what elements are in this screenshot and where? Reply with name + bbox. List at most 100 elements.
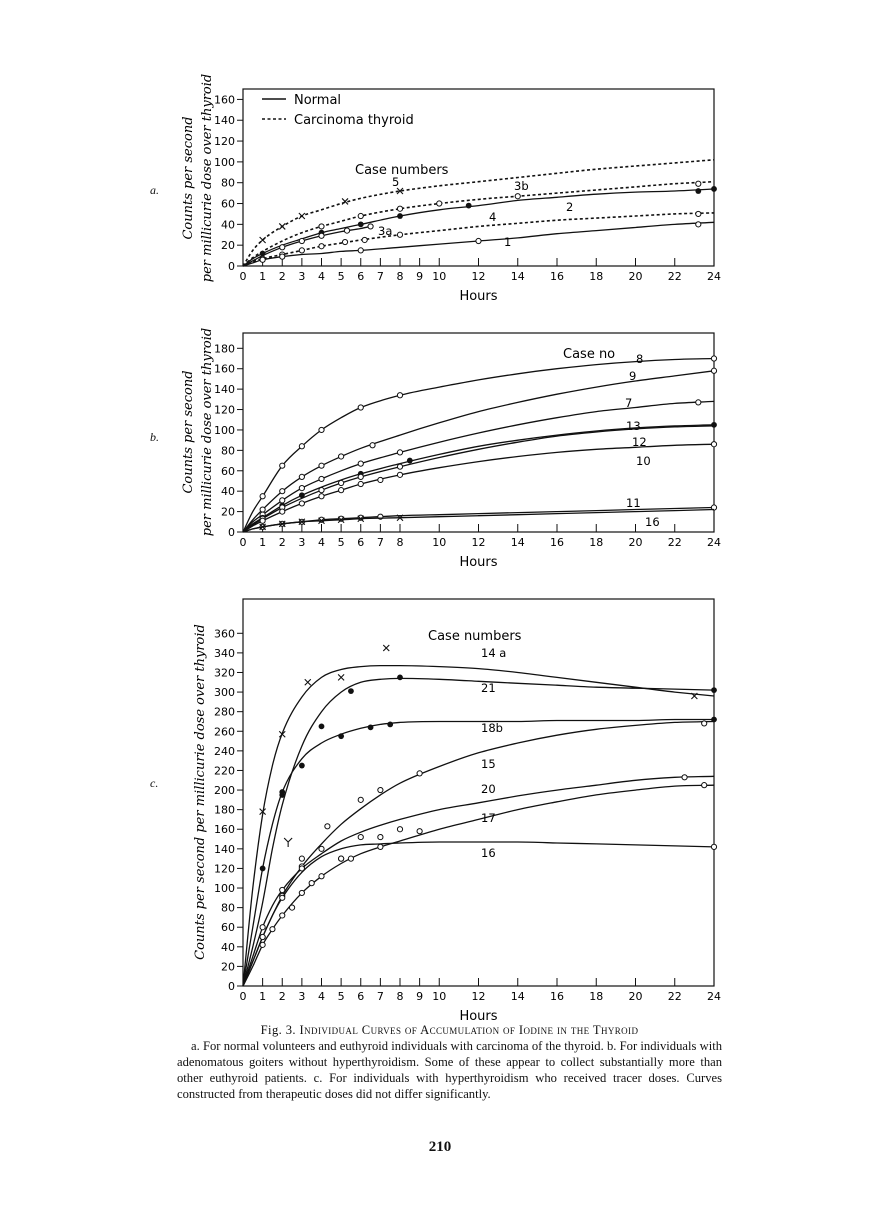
chart-panel-1: 0 1 2 3 4 5 6 7 8 9 10 12 14 16 18 20 22 2402040608010012… [181, 74, 721, 304]
y-tick-label: 80 [221, 902, 235, 915]
y-tick-label: 80 [221, 444, 235, 457]
data-point [338, 515, 345, 522]
series-12: 12 [242, 425, 715, 533]
data-point [279, 488, 286, 495]
y-tick-label: 180 [214, 342, 235, 355]
y-tick-label: 140 [214, 114, 235, 127]
chart-annotation: Case numbers [355, 163, 449, 178]
series-label: 21 [481, 681, 496, 695]
data-point [337, 516, 345, 524]
y-tick-label: 40 [221, 218, 235, 231]
y-tick-label: 280 [214, 706, 235, 719]
data-point [397, 674, 403, 681]
y-tick-label: 20 [221, 239, 235, 252]
y-axis-label: per millicurie dose over thyroid [200, 74, 215, 283]
data-point [416, 828, 423, 835]
data-point [259, 493, 266, 500]
data-point [475, 237, 482, 245]
data-point [396, 449, 404, 456]
series-line [242, 677, 715, 987]
series-label: 4 [489, 210, 496, 224]
data-point [298, 473, 305, 480]
x-tick-label: 10 [432, 270, 446, 283]
series-17: 17 [242, 782, 715, 987]
y-tick-label: 60 [221, 198, 235, 211]
data-point [318, 873, 325, 880]
x-tick-label: 24 [707, 990, 721, 1003]
x-tick-label: 20 [629, 536, 643, 549]
data-point [396, 514, 404, 522]
series-label: 2 [566, 200, 573, 214]
series-line [242, 159, 715, 267]
data-point [279, 244, 286, 251]
plot-frame [242, 598, 715, 987]
data-point [298, 889, 305, 897]
data-point [259, 808, 267, 815]
data-point [259, 865, 266, 872]
data-point [259, 236, 267, 244]
data-point [259, 506, 266, 513]
data-point [298, 500, 305, 507]
data-point [695, 188, 702, 194]
page-number: 210 [428, 1139, 452, 1155]
x-tick-label: 4 [318, 270, 325, 283]
data-point [397, 213, 403, 219]
y-tick-label: 40 [221, 941, 235, 954]
caption-title: Individual Curves of Accumulation of Iod… [299, 1023, 639, 1037]
data-point [279, 912, 286, 919]
data-point [710, 441, 718, 448]
y-tick-label: 20 [221, 960, 235, 973]
data-point [279, 508, 286, 515]
y-tick-label: 0 [228, 526, 235, 539]
series-line [242, 720, 715, 987]
data-point [298, 237, 305, 245]
x-tick-label: 6 [357, 990, 364, 1003]
data-point [259, 924, 266, 931]
data-point [337, 673, 345, 681]
data-point [324, 823, 331, 830]
x-tick-label: 1 [259, 990, 266, 1003]
data-point [396, 463, 404, 470]
x-tick-label: 10 [432, 536, 446, 549]
y-tick-label: 220 [214, 764, 235, 777]
series-line [242, 221, 715, 267]
data-point [279, 789, 286, 795]
data-point [367, 724, 374, 731]
x-axis-label: Hours [459, 289, 497, 304]
chart-panel-3: 0 1 2 3 4 5 6 7 8 9 10 12 14 16 18 20 22 2402040608010012… [193, 598, 721, 1024]
data-point [396, 392, 404, 399]
series-line [242, 784, 715, 987]
data-point [318, 243, 325, 250]
panel-letter-b: b. [150, 430, 159, 444]
y-tick-label: 140 [214, 843, 235, 856]
y-tick-label: 160 [214, 363, 235, 376]
data-point [278, 520, 286, 528]
x-tick-label: 5 [338, 536, 345, 549]
y-tick-label: 100 [214, 424, 235, 437]
caption-body: a. For normal volunteers and euthyroid i… [177, 1039, 722, 1101]
series-5: 5 [242, 159, 715, 267]
y-tick-label: 180 [214, 804, 235, 817]
series-line [242, 775, 715, 987]
series-label: 16 [481, 846, 496, 860]
data-point [701, 720, 708, 727]
series-label: 15 [481, 757, 496, 771]
data-point [357, 796, 364, 803]
x-tick-label: 3 [298, 270, 305, 283]
data-point [318, 475, 325, 483]
data-point [711, 687, 717, 694]
series-label: 8 [636, 352, 643, 366]
data-point [465, 202, 472, 209]
x-tick-label: 18 [589, 990, 603, 1003]
data-point [695, 399, 702, 406]
series-16: 16 [242, 841, 718, 987]
data-point [347, 855, 355, 862]
data-point [269, 926, 276, 933]
x-tick-label: 3 [298, 536, 305, 549]
y-tick-label: 260 [214, 725, 235, 738]
data-point [298, 212, 306, 220]
data-point [436, 200, 443, 207]
data-point [259, 523, 267, 531]
data-point [298, 443, 305, 450]
